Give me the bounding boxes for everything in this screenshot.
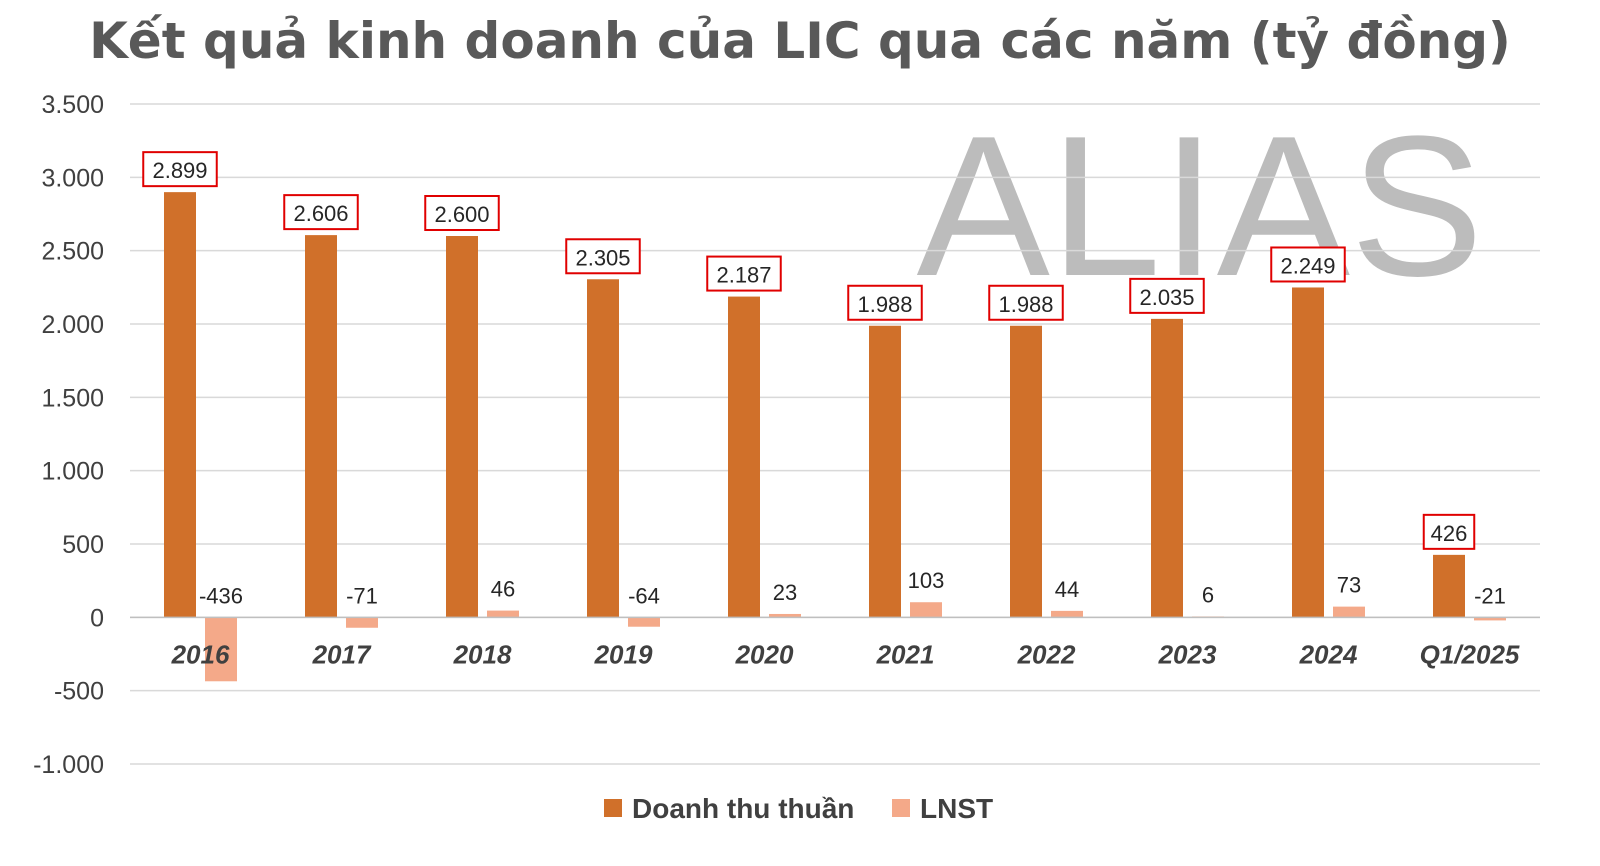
data-label-lnst: 23 xyxy=(773,580,797,605)
data-label-doanh-thu: 1.988 xyxy=(998,292,1053,317)
data-label-box xyxy=(1129,277,1205,314)
data-label-lnst: 6 xyxy=(1202,582,1214,607)
y-tick-label: 1.500 xyxy=(41,384,104,412)
x-tick-label: 2020 xyxy=(735,639,794,669)
bar-doanh-thu xyxy=(1433,554,1465,618)
x-tick-label: 2022 xyxy=(1017,639,1076,669)
x-axis: 2016 2017 2018 2019 2020 2021 2022 2023 2024 Q1/2… xyxy=(130,616,1540,669)
data-label-lnst: -436 xyxy=(199,583,243,608)
legend-label: Doanh thu thuần xyxy=(632,793,854,824)
bar-lnst xyxy=(205,617,237,682)
data-label-box xyxy=(565,238,641,275)
x-tick-label: 2017 xyxy=(312,639,372,669)
bars xyxy=(164,192,1506,682)
data-label-doanh-thu: 2.187 xyxy=(716,263,771,288)
bar-lnst xyxy=(346,617,378,628)
chart-title: Kết quả kinh doanh của LIC qua các năm (… xyxy=(89,12,1511,70)
x-tick-label: 2021 xyxy=(876,639,935,669)
bar-lnst xyxy=(1051,610,1083,618)
x-tick-label: Q1/2025 xyxy=(1420,639,1520,669)
x-tick-label: 2018 xyxy=(453,639,512,669)
legend-swatch xyxy=(892,799,910,817)
bar-doanh-thu xyxy=(587,279,619,618)
data-label-lnst: -21 xyxy=(1474,583,1506,608)
data-label-doanh-thu: 2.249 xyxy=(1280,253,1335,278)
y-tick-label: 3.000 xyxy=(41,164,104,192)
data-label-lnst: 46 xyxy=(491,577,515,602)
bar-lnst xyxy=(769,613,801,618)
y-tick-label: 500 xyxy=(62,531,104,559)
y-axis: 3.500 3.000 2.500 2.000 1.500 1.000 500 0 -500 -1… xyxy=(33,91,104,779)
data-label-lnst: -71 xyxy=(346,583,378,608)
data-label-box xyxy=(283,194,359,231)
bar-lnst xyxy=(1474,617,1506,621)
data-label-lnst: 103 xyxy=(908,568,945,593)
legend: Doanh thu thuần LNST xyxy=(604,793,993,824)
data-label-doanh-thu: 2.606 xyxy=(293,201,348,226)
bar-doanh-thu xyxy=(1151,318,1183,618)
data-label-doanh-thu: 2.600 xyxy=(434,202,489,227)
data-label-box xyxy=(988,284,1064,321)
data-label-doanh-thu: 426 xyxy=(1431,521,1468,546)
data-label-doanh-thu: 2.035 xyxy=(1139,285,1194,310)
y-tick-label: 1.000 xyxy=(41,458,104,486)
bar-lnst xyxy=(1333,606,1365,618)
data-label-lnst: 73 xyxy=(1337,573,1361,598)
x-tick-label: 2024 xyxy=(1299,639,1358,669)
data-label-box xyxy=(424,195,500,231)
bar-doanh-thu xyxy=(728,296,760,618)
bar-doanh-thu xyxy=(1292,287,1324,618)
data-label-doanh-thu: 1.988 xyxy=(857,292,912,317)
bar-lnst xyxy=(910,602,942,618)
data-label-box xyxy=(1422,513,1476,550)
data-label-box xyxy=(142,151,218,188)
bar-lnst xyxy=(628,617,660,627)
bar-doanh-thu xyxy=(1010,325,1042,618)
y-tick-label: 2.000 xyxy=(41,311,104,339)
data-label-doanh-thu: 2.899 xyxy=(152,158,207,183)
y-tick-label: 0 xyxy=(90,604,104,632)
y-tick-label: -1.000 xyxy=(33,751,104,779)
x-tick-label: 2016 xyxy=(171,639,230,669)
bar-doanh-thu xyxy=(446,236,478,618)
data-label-box xyxy=(1270,246,1346,283)
bar-doanh-thu xyxy=(305,235,337,618)
data-labels: 2.899 -436 2.606 -71 2.600 46 2.305 -64 2.187 23 1… xyxy=(142,151,1506,608)
x-tick-label: 2023 xyxy=(1158,639,1217,669)
x-tick-label: 2019 xyxy=(594,639,653,669)
data-label-box xyxy=(847,284,923,321)
data-label-doanh-thu: 2.305 xyxy=(575,245,630,270)
y-tick-label: 2.500 xyxy=(41,238,104,266)
data-label-lnst: 44 xyxy=(1055,577,1079,602)
data-label-lnst: -64 xyxy=(628,583,660,608)
legend-label: LNST xyxy=(920,793,993,824)
data-label-box xyxy=(706,255,782,292)
bar-doanh-thu xyxy=(164,192,196,618)
bar-doanh-thu xyxy=(869,325,901,618)
y-tick-label: -500 xyxy=(54,678,104,706)
bar-lnst xyxy=(487,610,519,618)
legend-swatch xyxy=(604,799,622,817)
y-tick-label: 3.500 xyxy=(41,91,104,119)
